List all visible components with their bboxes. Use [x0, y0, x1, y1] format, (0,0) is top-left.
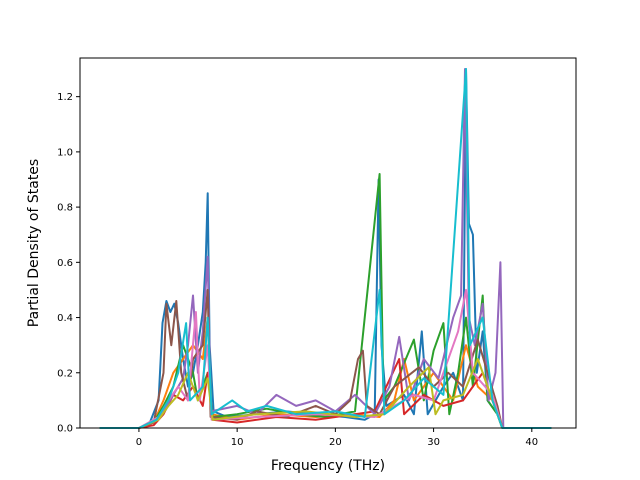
- y-axis-ticks: 0.0 0.2 0.4 0.6 0.8 1.0 1.2: [57, 92, 80, 435]
- series-line-6: [99, 288, 552, 429]
- x-tick-label-1: 10: [231, 437, 244, 448]
- x-axis-ticks: 0 10 20 30 40: [136, 428, 538, 448]
- series-line-4: [99, 358, 552, 429]
- y-tick-label-6: 1.2: [57, 92, 73, 103]
- series-line-8: [99, 358, 552, 429]
- x-axis-label: Frequency (THz): [271, 458, 385, 474]
- y-tick-label-4: 0.8: [57, 203, 73, 214]
- y-tick-label-0: 0.0: [57, 424, 73, 435]
- series-line-9: [99, 68, 552, 429]
- x-tick-label-2: 20: [329, 437, 342, 448]
- plot-area-frame: [79, 57, 577, 429]
- y-tick-label-3: 0.6: [57, 258, 73, 269]
- series-layer: [99, 68, 552, 429]
- y-tick-label-5: 1.0: [57, 147, 73, 158]
- x-tick-label-0: 0: [136, 437, 142, 448]
- y-tick-label-1: 0.2: [57, 368, 73, 379]
- y-axis-label: Partial Density of States: [26, 159, 42, 327]
- x-tick-label-4: 40: [525, 437, 538, 448]
- y-tick-label-2: 0.4: [57, 313, 73, 324]
- x-tick-label-3: 30: [427, 437, 440, 448]
